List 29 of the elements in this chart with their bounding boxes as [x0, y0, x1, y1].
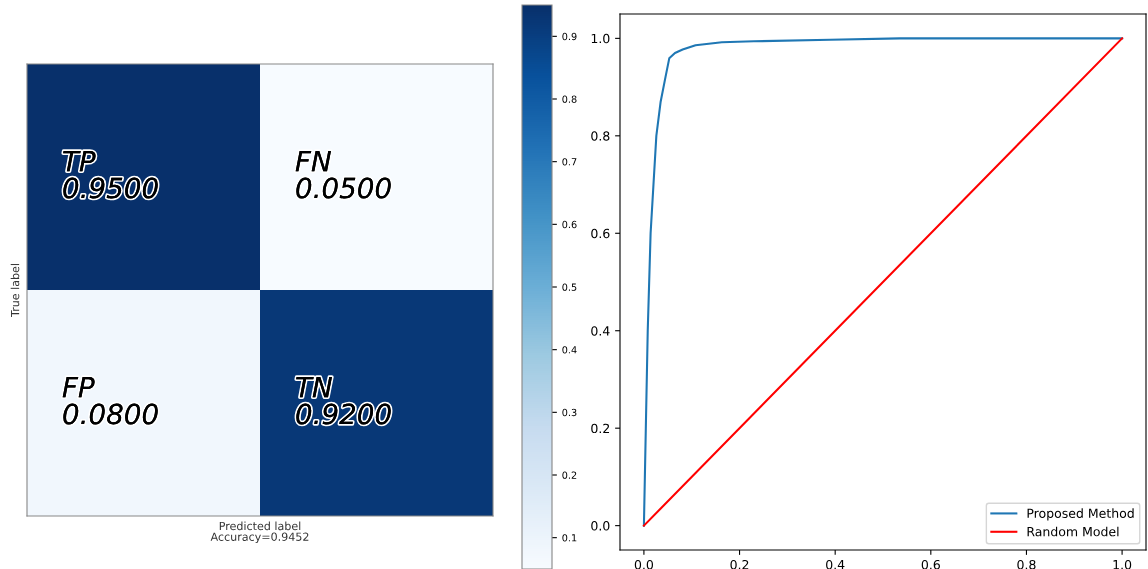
color-bar-label: 0.9: [562, 32, 577, 41]
x-tick-label: 0.8: [1017, 559, 1036, 569]
y-tick-label: 0.4: [591, 326, 610, 336]
y-tick-label: 0.2: [591, 423, 610, 434]
legend-label: Proposed Method: [1027, 508, 1134, 521]
color-bar-label: 0.3: [562, 408, 577, 417]
color-bar-label: 0.2: [562, 471, 577, 479]
y-tick-label: 0.6: [591, 228, 610, 239]
x-tick-label: 0.6: [921, 559, 940, 569]
x-tick-label: 0.0: [634, 559, 654, 569]
y-tick-label: 0.0: [591, 521, 610, 531]
data-label: TP 0.9500: [63, 150, 158, 199]
color-bar-label: 0.8: [562, 95, 577, 103]
y-tick-label: 0.8: [591, 131, 610, 141]
color-bar-label: 0.7: [562, 158, 577, 166]
data-label: FN 0.0500: [295, 150, 391, 199]
x-tick-label: 0.4: [826, 559, 845, 569]
x-tick-label: 1.0: [1113, 559, 1132, 569]
data-label: TN 0.9200: [296, 376, 391, 425]
x-axis-title: Predicted label Accuracy=0.9452: [210, 521, 309, 544]
y-axis-title: True label: [10, 264, 20, 318]
y-tick-label: 1.0: [591, 33, 610, 44]
color-bar-label: 0.6: [562, 220, 577, 229]
color-bar-label: 0.4: [562, 346, 577, 354]
color-bar-label: 0.1: [562, 534, 577, 542]
legend-label: Random Model: [1027, 526, 1119, 537]
x-tick-label: 0.2: [730, 559, 749, 569]
data-label: FP 0.0800: [62, 376, 158, 425]
color-bar-label: 0.5: [562, 283, 577, 291]
